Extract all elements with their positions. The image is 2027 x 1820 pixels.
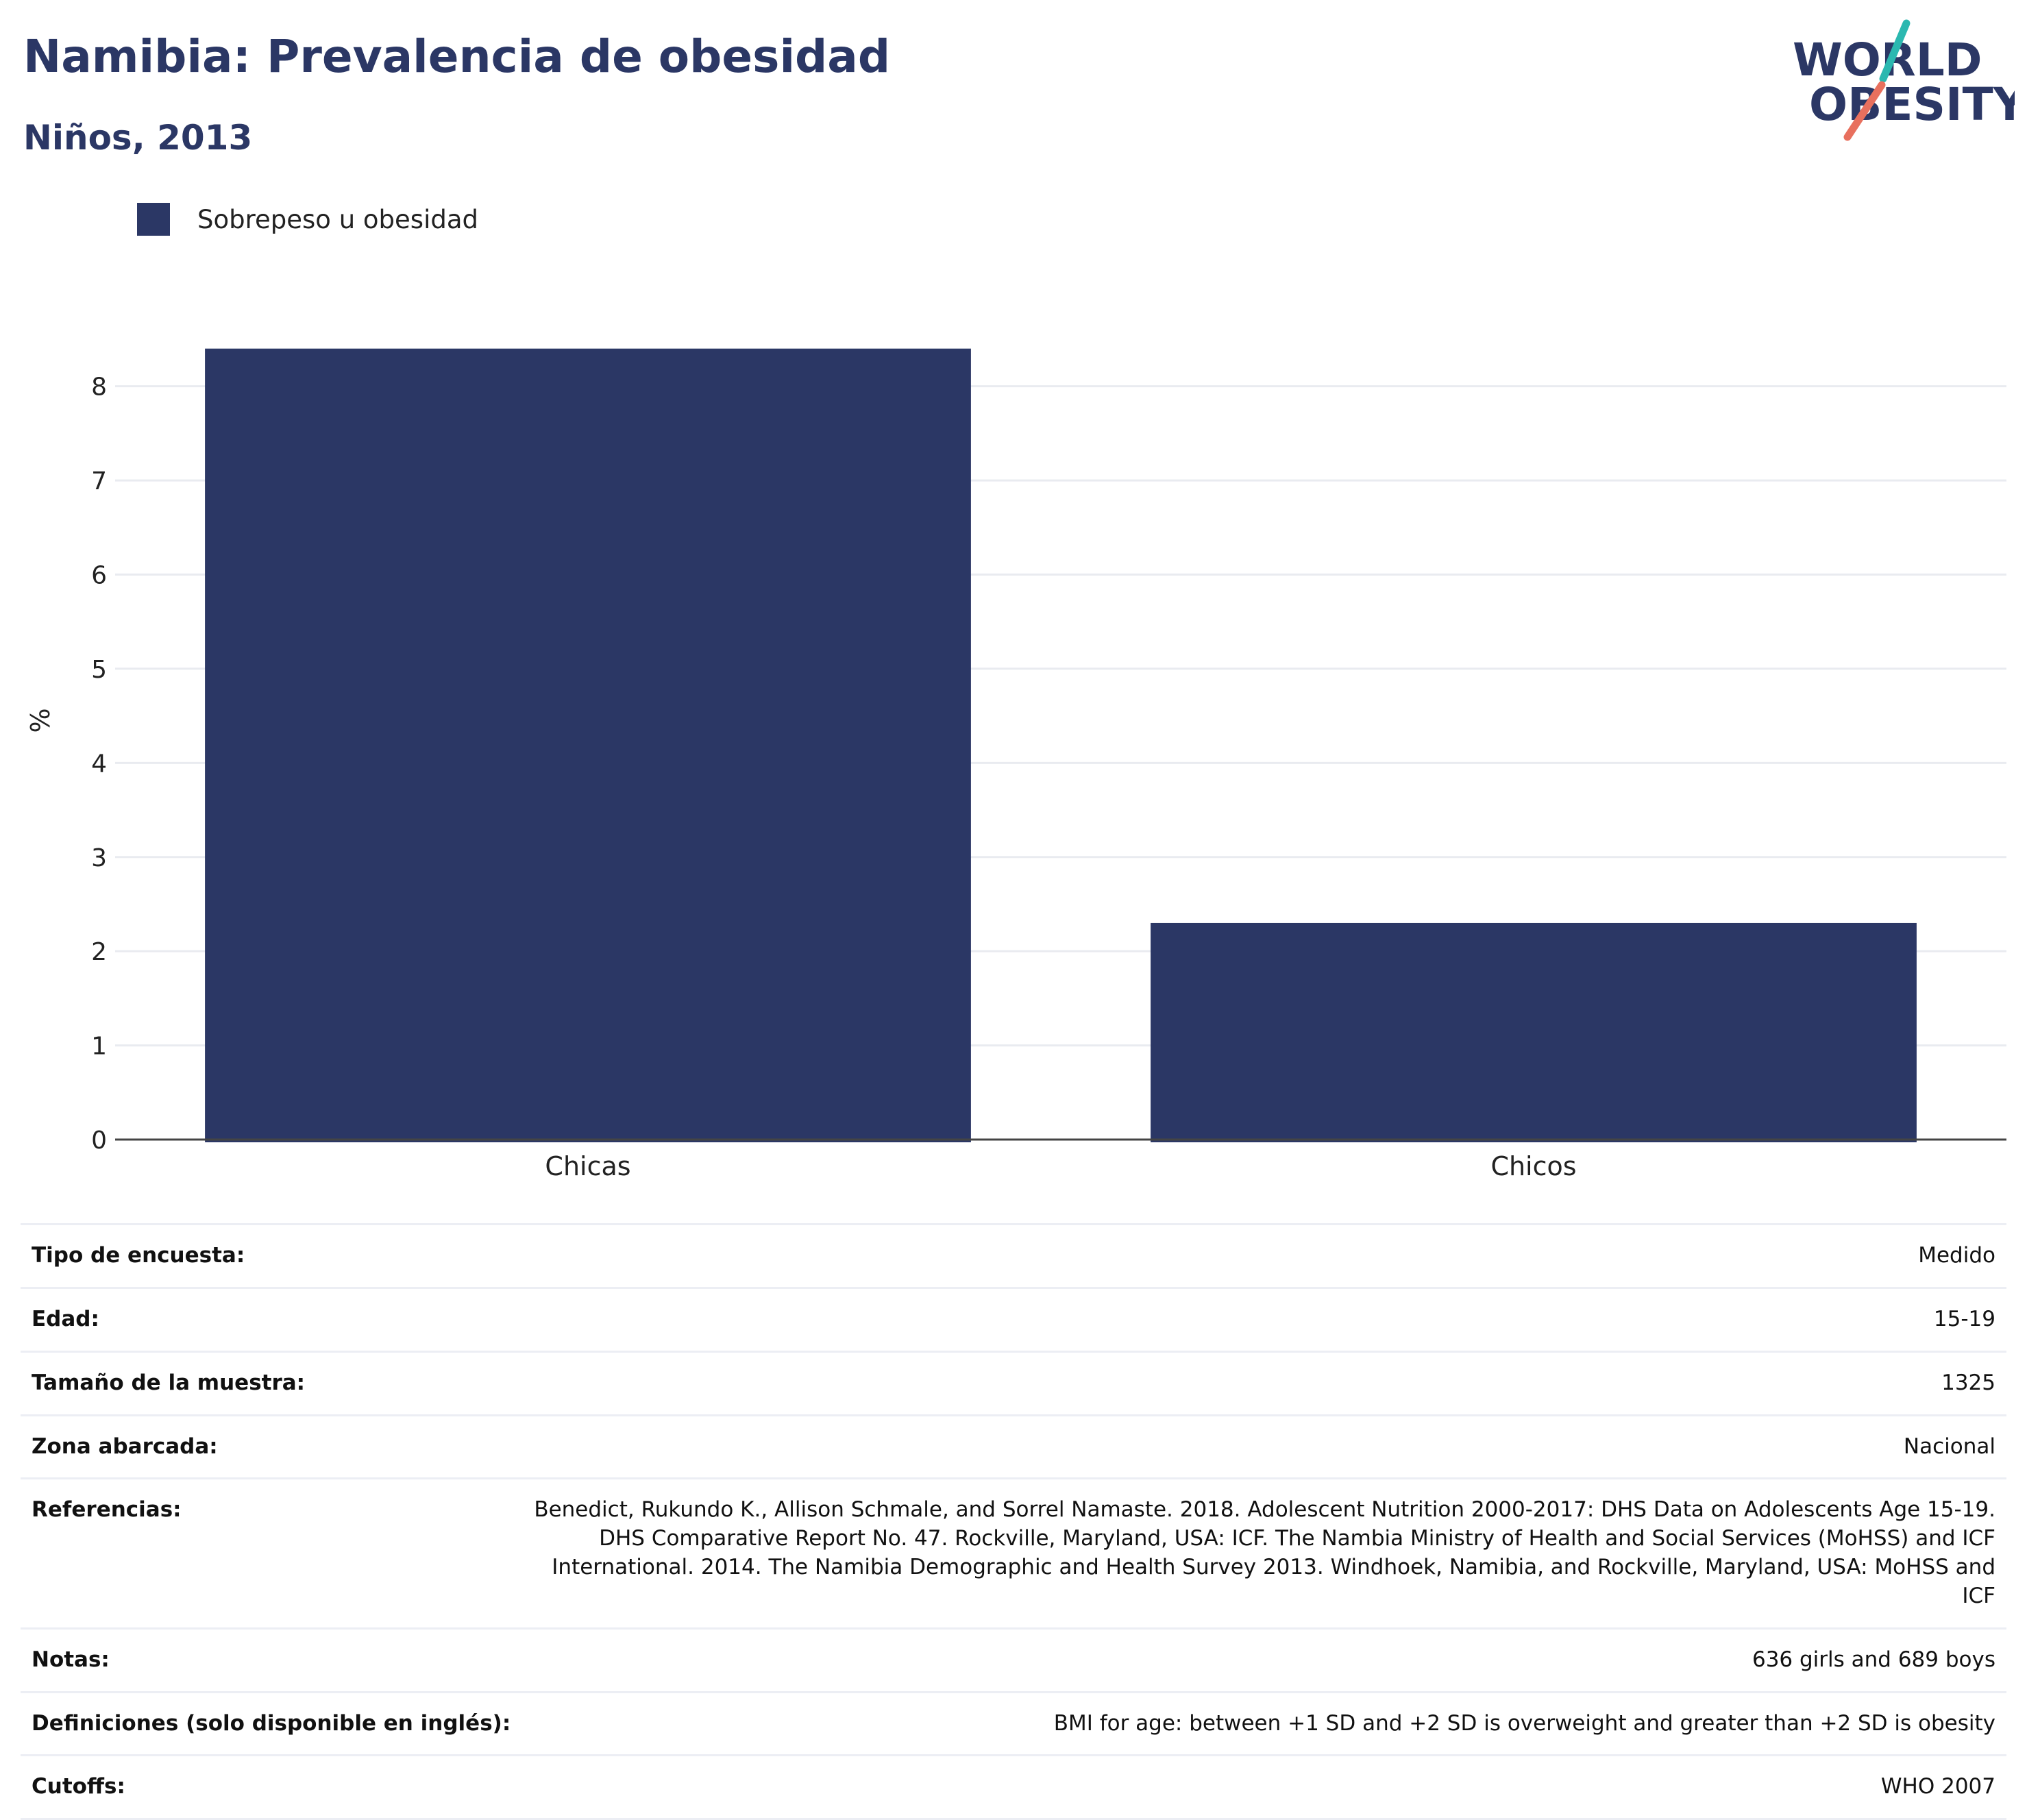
legend[interactable]: Sobrepeso u obesidad [137,203,478,236]
info-value: Benedict, Rukundo K., Allison Schmale, a… [522,1477,2006,1629]
y-tick-label: 7 [91,467,107,495]
info-value: 636 girls and 689 boys [522,1627,2006,1693]
info-key: Referencias: [21,1477,522,1629]
chart-title: Namibia: Prevalencia de obesidad [23,30,891,83]
bar-chart: 0 1 2 3 4 5 6 7 8% Chicas Chicos [25,348,2006,1181]
logo-slash-coral [1843,81,1886,141]
info-key: Zona abarcada: [21,1414,522,1479]
info-key: Tipo de encuesta: [21,1223,522,1288]
info-value: 15-19 [522,1286,2006,1352]
info-row: Tamaño de la muestra: 1325 [21,1350,2006,1416]
info-row: Referencias: Benedict, Rukundo K., Alliso… [21,1477,2006,1629]
y-tick-label: 5 [91,656,107,684]
info-value: Nacional [522,1414,2006,1479]
y-tick-label: 0 [91,1127,107,1155]
info-key: Cutoffs: [21,1754,522,1820]
y-tick-label: 4 [91,750,107,778]
y-tick-label: 2 [91,938,107,966]
y-tick-label: 1 [91,1033,107,1061]
legend-swatch [137,203,170,236]
x-tick-label: Chicas [545,1151,630,1181]
bar [1151,922,1917,1142]
info-row: Definiciones (solo disponible en inglés)… [21,1690,2006,1756]
info-key: Tamaño de la muestra: [21,1350,522,1416]
info-row: Edad: 15-19 [21,1286,2006,1352]
logo-text-obesity: OBESITY [1809,78,2015,131]
legend-label: Sobrepeso u obesidad [197,204,478,234]
chart-subtitle: Niños, 2013 [23,118,253,158]
info-key: Definiciones (solo disponible en inglés)… [21,1690,522,1756]
y-axis-label: % [25,708,56,733]
info-row: Zona abarcada: Nacional [21,1414,2006,1479]
info-value: BMI for age: between +1 SD and +2 SD is … [522,1690,2006,1756]
bar [205,348,971,1142]
survey-info-table: Tipo de encuesta: Medido Edad: 15-19 Tamaño … [21,1223,2006,1820]
info-row: Cutoffs: WHO 2007 [21,1754,2006,1820]
world-obesity-logo: WORLD OBESITY [1793,19,2015,141]
info-key: Notas: [21,1627,522,1693]
info-value: WHO 2007 [522,1754,2006,1820]
logo-slash-teal [1879,19,1911,83]
y-tick-label: 3 [91,844,107,872]
info-value: 1325 [522,1350,2006,1416]
info-value: Medido [522,1223,2006,1288]
info-row: Tipo de encuesta: Medido [21,1223,2006,1288]
info-row: Notas: 636 girls and 689 boys [21,1627,2006,1693]
y-tick-label: 8 [91,373,107,402]
y-tick-label: 6 [91,562,107,590]
x-tick-label: Chicos [1490,1151,1576,1181]
info-key: Edad: [21,1286,522,1352]
